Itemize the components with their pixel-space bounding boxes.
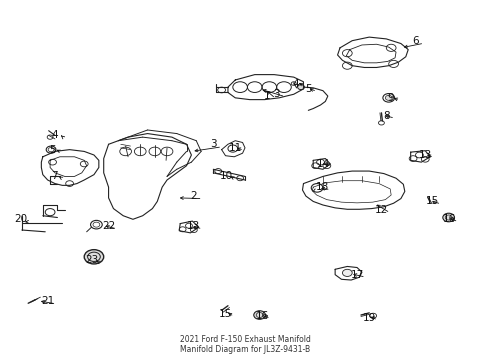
Text: 3: 3 (273, 89, 280, 99)
Text: 18: 18 (316, 182, 329, 192)
Text: 14: 14 (317, 159, 330, 169)
Text: 5: 5 (305, 84, 312, 94)
Text: 23: 23 (85, 255, 98, 265)
Text: 21: 21 (41, 296, 54, 306)
Text: 1: 1 (264, 91, 270, 101)
Text: 8: 8 (383, 111, 390, 121)
Text: 13: 13 (418, 150, 432, 160)
Text: 9: 9 (388, 93, 394, 103)
Text: 15: 15 (426, 197, 439, 206)
Text: 12: 12 (375, 205, 388, 215)
Text: 17: 17 (350, 270, 364, 280)
Text: 4: 4 (51, 130, 58, 140)
Text: 22: 22 (102, 221, 115, 231)
Circle shape (297, 85, 304, 90)
Text: 4: 4 (293, 78, 299, 89)
Circle shape (385, 95, 392, 100)
Text: 15: 15 (219, 309, 232, 319)
Circle shape (343, 269, 352, 276)
Circle shape (254, 311, 266, 319)
Text: 16: 16 (443, 214, 456, 224)
Text: 13: 13 (187, 221, 200, 231)
Text: 3: 3 (210, 139, 217, 149)
Text: 7: 7 (50, 171, 57, 181)
Text: 20: 20 (14, 214, 27, 224)
Text: 5: 5 (49, 145, 56, 155)
Circle shape (84, 249, 104, 264)
Text: 6: 6 (412, 36, 419, 46)
Text: 2: 2 (191, 191, 197, 201)
Text: 10: 10 (220, 171, 233, 181)
Text: 19: 19 (363, 312, 376, 323)
Text: 11: 11 (229, 143, 242, 153)
Circle shape (443, 213, 455, 222)
Text: 16: 16 (255, 311, 269, 321)
Text: 2021 Ford F-150 Exhaust Manifold
Manifold Diagram for JL3Z-9431-B: 2021 Ford F-150 Exhaust Manifold Manifol… (179, 335, 311, 354)
